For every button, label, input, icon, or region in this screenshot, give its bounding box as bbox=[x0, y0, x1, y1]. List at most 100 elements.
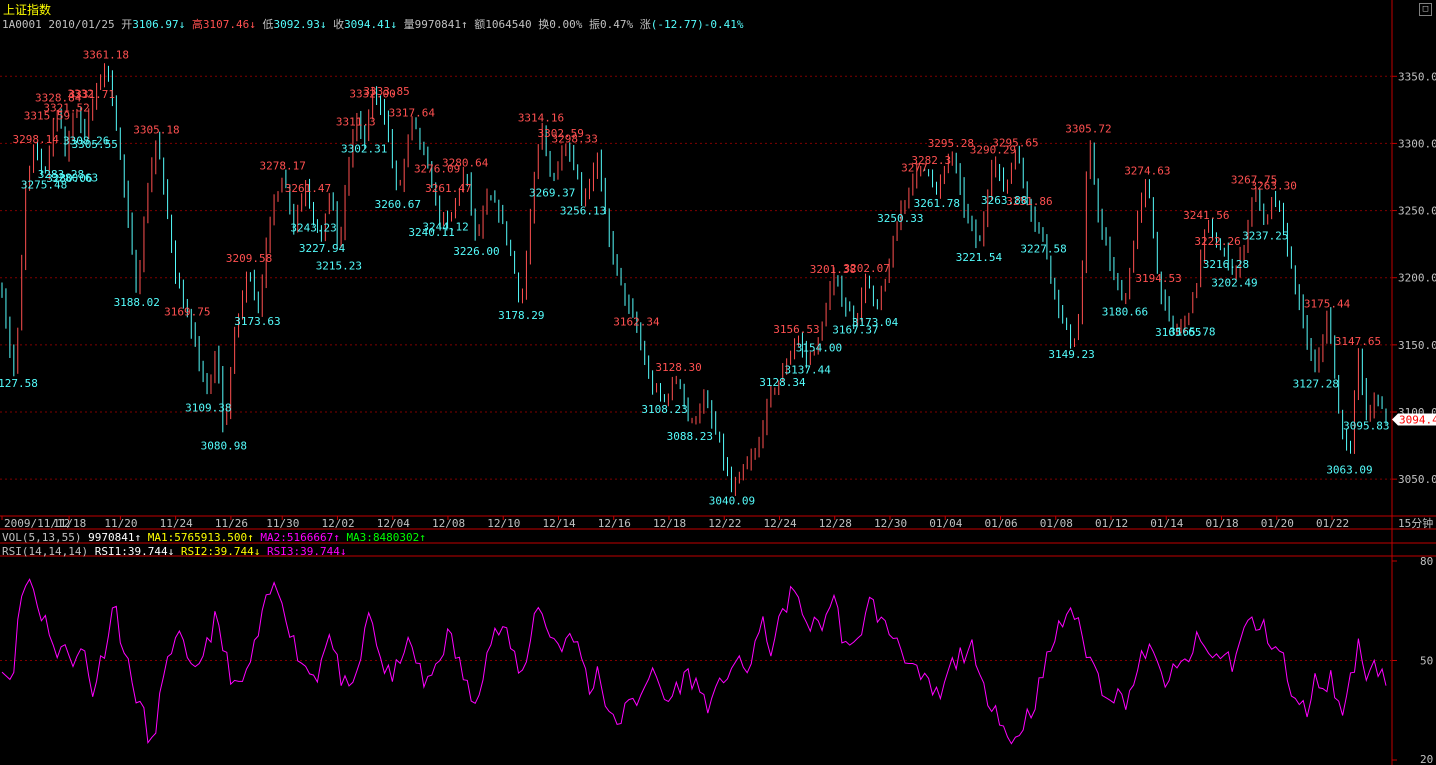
high-price-label: 3332 bbox=[67, 87, 94, 100]
volume-arrow: ↑ bbox=[461, 18, 468, 31]
time-tick-label: 01/18 bbox=[1205, 517, 1238, 530]
price-tick-label: 3150.00 bbox=[1398, 339, 1436, 352]
low-price-label: 3180.66 bbox=[1102, 306, 1148, 319]
low-price-label: 3221.54 bbox=[956, 251, 1003, 264]
low-price-label: 3280.63 bbox=[52, 171, 98, 184]
amount-value: 1064540 bbox=[485, 18, 532, 31]
vol-value-arrow: ↑ bbox=[134, 531, 142, 544]
rsi2-arrow: ↓ bbox=[253, 545, 261, 558]
time-tick-label: 2009/11/12 bbox=[4, 517, 70, 530]
high-price-label: 3261.47 bbox=[285, 182, 331, 195]
time-tick-label: 12/08 bbox=[432, 517, 465, 530]
low-price-label: 3167.37 bbox=[832, 324, 878, 337]
rsi-line bbox=[1, 578, 1387, 745]
vol-ma3-arrow: ↑ bbox=[419, 531, 426, 544]
vol-indicator-bar: VOL(5,13,55) 9970841↑ MA1:5765913.500↑ M… bbox=[2, 531, 426, 544]
quote-bar: 1A0001 2010/01/25 开3106.97↓ 高3107.46↓ 低3… bbox=[2, 16, 743, 32]
vol-indicator-name: VOL(5,13,55) bbox=[2, 531, 82, 544]
high-value: 3107.46 bbox=[202, 18, 250, 31]
rsi-tick-label: 80 bbox=[1420, 555, 1433, 568]
high-price-label: 3315.59 bbox=[24, 109, 70, 122]
high-price-label: 3278.17 bbox=[260, 160, 306, 173]
low-price-label: 3108.23 bbox=[641, 403, 687, 416]
high-price-label: 3194.53 bbox=[1135, 272, 1181, 285]
time-tick-label: 01/04 bbox=[929, 517, 962, 530]
low-price-label: 3237.25 bbox=[1242, 230, 1288, 243]
high-price-label: 3261.47 bbox=[425, 182, 471, 195]
low-arrow: ↓ bbox=[319, 18, 327, 31]
high-price-label: 3267.75 bbox=[1231, 174, 1277, 187]
rsi1-label: RSI1: bbox=[94, 545, 128, 558]
low-price-label: 3243.23 bbox=[290, 222, 336, 235]
high-price-label: 3209.58 bbox=[226, 252, 272, 265]
high-price-label: 3333.85 bbox=[363, 85, 409, 98]
current-price-marker bbox=[1392, 413, 1436, 426]
low-price-label: 3227.58 bbox=[1020, 243, 1066, 256]
low-price-label: 3302.31 bbox=[341, 142, 387, 155]
time-tick-label: 12/30 bbox=[874, 517, 907, 530]
time-tick-label: 01/20 bbox=[1261, 517, 1294, 530]
high-price-label: 3290.29 bbox=[970, 143, 1016, 156]
high-price-label: 3332.00 bbox=[349, 87, 395, 100]
high-price-label: 3147.65 bbox=[1335, 335, 1381, 348]
price-tick-label: 3300.00 bbox=[1398, 137, 1436, 150]
high-price-label: 3295.65 bbox=[992, 136, 1038, 149]
rsi-indicator-bar: RSI(14,14,14) RSI1:39.744↓ RSI2:39.744↓ … bbox=[2, 545, 346, 558]
high-price-label: 3169.75 bbox=[164, 305, 210, 318]
low-price-label: 3260.67 bbox=[375, 198, 421, 211]
high-price-label: 3282.3 bbox=[911, 154, 951, 167]
low-price-label: 3244.12 bbox=[422, 220, 468, 233]
rsi2-value: 39.744 bbox=[213, 545, 254, 558]
high-price-label: 3328.84 bbox=[35, 92, 82, 105]
high-price-label: 3317.64 bbox=[389, 107, 436, 120]
time-tick-label: 01/06 bbox=[984, 517, 1017, 530]
vol-ma2-value: 5166667 bbox=[286, 531, 334, 544]
high-price-label: 3251.86 bbox=[1006, 195, 1052, 208]
high-price-label: 3361.18 bbox=[83, 48, 129, 61]
close-value: 3094.41 bbox=[344, 18, 391, 31]
high-price-label: 3276.09 bbox=[414, 163, 460, 176]
volume-value: 9970841 bbox=[414, 18, 462, 31]
open-label: 开 bbox=[121, 18, 133, 31]
vol-ma3-label: MA3: bbox=[346, 531, 373, 544]
low-price-label: 3305.55 bbox=[71, 138, 117, 151]
low-price-label: 3308.26 bbox=[63, 134, 109, 147]
index-code: 1A0001 bbox=[2, 18, 42, 31]
time-tick-label: 01/14 bbox=[1150, 517, 1183, 530]
rsi3-value: 39.744 bbox=[300, 545, 340, 558]
high-price-label: 3175.44 bbox=[1304, 298, 1351, 311]
high-price-label: 3128.30 bbox=[655, 361, 701, 374]
low-price-label: 3063.09 bbox=[1326, 464, 1372, 477]
high-price-label: 3202.07 bbox=[843, 262, 889, 275]
low-price-label: 3128.34 bbox=[759, 376, 806, 389]
high-price-label: 3162.34 bbox=[613, 315, 660, 328]
vol-ma2-arrow: ↑ bbox=[333, 531, 340, 544]
high-arrow: ↓ bbox=[249, 18, 256, 31]
time-tick-label: 12/16 bbox=[598, 517, 631, 530]
time-tick-label: 01/12 bbox=[1095, 517, 1128, 530]
time-tick-label: 11/26 bbox=[215, 517, 248, 530]
time-tick-label: 12/24 bbox=[763, 517, 796, 530]
high-price-label: 3321.52 bbox=[43, 102, 89, 115]
open-arrow: ↓ bbox=[178, 18, 186, 31]
time-tick-label: 11/18 bbox=[53, 517, 86, 530]
vol-ma1-arrow: ↑ bbox=[247, 531, 254, 544]
price-tick-label: 3250.00 bbox=[1398, 205, 1436, 218]
index-title: 上证指数 bbox=[3, 3, 52, 17]
time-tick-label: 11/20 bbox=[104, 517, 137, 530]
rsi-tick-label: 20 bbox=[1420, 753, 1433, 765]
low-value: 3092.93 bbox=[273, 18, 320, 31]
high-price-label: 3314.16 bbox=[518, 111, 564, 124]
low-price-label: 3188.02 bbox=[114, 296, 160, 309]
low-price-label: 3280.06 bbox=[46, 172, 92, 185]
low-price-label: 3149.23 bbox=[1048, 348, 1094, 361]
close-label: 收 bbox=[333, 18, 345, 31]
low-label: 低 bbox=[262, 18, 274, 31]
amplitude-value: 0.47% bbox=[600, 18, 634, 31]
time-tick-label: 12/22 bbox=[708, 517, 741, 530]
window-restore-icon[interactable]: □ bbox=[1419, 3, 1432, 16]
time-tick-label: 01/22 bbox=[1316, 517, 1349, 530]
time-tick-label: 12/28 bbox=[819, 517, 852, 530]
high-label: 高 bbox=[191, 18, 203, 31]
